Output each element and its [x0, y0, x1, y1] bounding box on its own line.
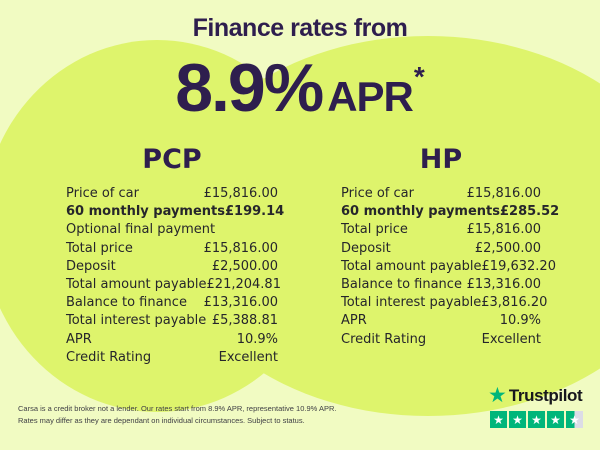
- hp-heading: HP: [419, 144, 463, 175]
- disclaimer-line-1: Carsa is a credit broker not a lender. O…: [18, 404, 337, 413]
- row-value: £5,388.81: [211, 313, 278, 329]
- rate-value: 8.9%: [175, 50, 324, 126]
- disclaimer-text: Carsa is a credit broker not a lender. O…: [18, 403, 353, 426]
- finance-row: Balance to finance £13,316.00: [66, 295, 278, 313]
- trustpilot-logo-star-icon: ★: [488, 383, 507, 407]
- finance-row: 60 monthly payments £199.14: [66, 204, 284, 222]
- rate-apr-label: APR: [327, 73, 414, 120]
- rate-asterisk: *: [413, 61, 425, 92]
- row-label: Total interest payable: [66, 313, 207, 329]
- row-value: £15,816.00: [203, 240, 278, 256]
- row-label: Credit Rating: [66, 349, 152, 365]
- row-value: £15,816.00: [466, 186, 541, 201]
- row-label: Balance to finance: [341, 276, 462, 292]
- row-label: Credit Rating: [341, 331, 427, 347]
- row-value: 10.9%: [499, 313, 541, 329]
- star-icon: ★: [512, 412, 523, 427]
- row-label: Price of car: [66, 186, 139, 201]
- row-value: Excellent: [481, 331, 541, 347]
- trustpilot-star-box: ★: [490, 411, 507, 428]
- finance-row: Total amount payable £21,204.81: [66, 276, 281, 295]
- row-label: Price of car: [341, 186, 414, 201]
- row-value: £13,316.00: [203, 295, 278, 311]
- row-label: APR: [341, 313, 367, 329]
- row-value: £19,632.20: [481, 258, 556, 274]
- row-label: Deposit: [66, 258, 116, 274]
- trustpilot-brand-row: ★ Trustpilot: [488, 385, 592, 406]
- row-label: Total price: [66, 240, 133, 256]
- finance-row: Credit Rating Excellent: [66, 350, 278, 368]
- row-value: 10.9%: [236, 331, 278, 347]
- finance-row: Credit Rating Excellent: [341, 332, 541, 350]
- finance-row: Price of car £15,816.00: [341, 186, 541, 204]
- row-label: Total interest payable: [341, 295, 482, 311]
- finance-row: Price of car £15,816.00: [66, 186, 278, 204]
- pcp-heading: PCP: [142, 144, 202, 175]
- background-circle-right: [168, 36, 600, 416]
- finance-row: Total interest payable £3,816.20: [341, 295, 547, 313]
- row-value: £2,500.00: [211, 258, 278, 274]
- finance-row: Total amount payable £19,632.20: [341, 258, 556, 277]
- row-label: Balance to finance: [66, 295, 187, 311]
- headline-rate: 8.9% APR *: [0, 54, 600, 122]
- row-value: £285.52: [500, 204, 560, 220]
- finance-row: Deposit £2,500.00: [341, 241, 541, 259]
- star-icon: ★: [569, 412, 580, 427]
- banner-title: Finance rates from: [192, 14, 408, 42]
- finance-row: Balance to finance £13,316.00: [341, 277, 541, 295]
- pcp-column: PCP Price of car £15,816.00 60 monthly pay…: [66, 144, 284, 368]
- row-label: 60 monthly payments: [66, 204, 225, 220]
- row-label: Total price: [341, 222, 408, 238]
- finance-row: APR 10.9%: [341, 313, 541, 331]
- trustpilot-star-box: ★: [566, 411, 583, 428]
- row-label: Total amount payable: [341, 258, 482, 274]
- row-label: 60 monthly payments: [341, 204, 500, 220]
- pcp-table: Price of car £15,816.00 60 monthly payment…: [66, 186, 284, 368]
- row-value: £21,204.81: [206, 276, 281, 292]
- row-label: Total amount payable: [66, 276, 207, 292]
- row-value: £15,816.00: [203, 186, 278, 201]
- finance-row: 60 monthly payments £285.52: [341, 204, 559, 222]
- hp-column: HP Price of car £15,816.00 60 monthly paym…: [341, 144, 559, 350]
- trustpilot-rating-stars: ★ ★ ★ ★ ★: [490, 411, 592, 428]
- finance-row: Optional final payment: [66, 222, 278, 240]
- trustpilot-badge: ★ Trustpilot ★ ★ ★ ★ ★: [488, 385, 592, 428]
- row-value: Excellent: [218, 349, 278, 365]
- hp-table: Price of car £15,816.00 60 monthly payment…: [341, 186, 559, 350]
- row-label: Deposit: [341, 240, 391, 256]
- star-icon: ★: [531, 412, 542, 427]
- trustpilot-star-box: ★: [509, 411, 526, 428]
- row-label: APR: [66, 331, 92, 347]
- row-value: £13,316.00: [466, 276, 541, 292]
- finance-row: APR 10.9%: [66, 332, 278, 350]
- finance-row: Total interest payable £5,388.81: [66, 313, 278, 331]
- row-value: £199.14: [225, 204, 285, 220]
- row-value: £2,500.00: [474, 240, 541, 256]
- disclaimer-line-2: Rates may differ as they are dependant o…: [18, 415, 305, 425]
- trustpilot-star-box: ★: [547, 411, 564, 428]
- finance-row: Total price £15,816.00: [66, 241, 278, 259]
- row-value: £3,816.20: [481, 295, 548, 311]
- finance-row: Total price £15,816.00: [341, 222, 541, 240]
- row-label: Optional final payment: [66, 222, 216, 238]
- star-icon: ★: [493, 412, 504, 427]
- trustpilot-star-box: ★: [528, 411, 545, 428]
- trustpilot-brand-name: Trustpilot: [508, 385, 583, 405]
- star-icon: ★: [550, 412, 561, 427]
- finance-row: Deposit £2,500.00: [66, 259, 278, 277]
- row-value: £15,816.00: [466, 222, 541, 238]
